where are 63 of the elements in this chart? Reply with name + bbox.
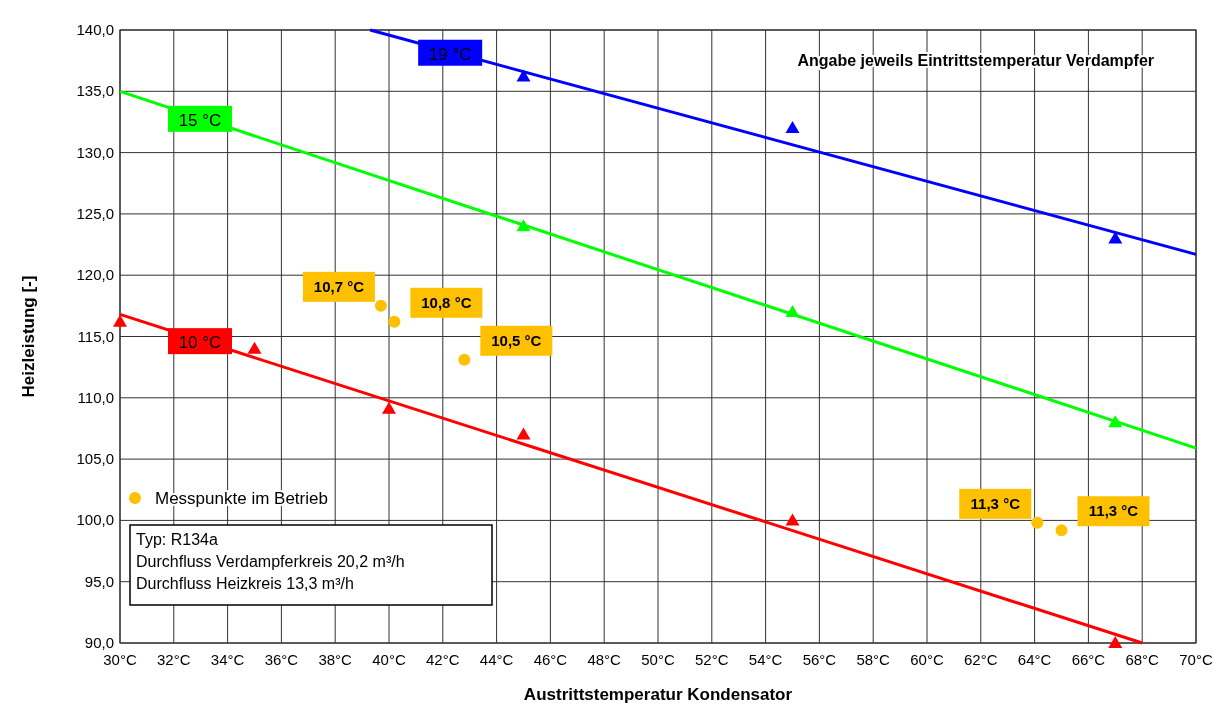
- text-box: Typ: R134a Durchfluss Verdampferkreis 20,2 m³/h Durchfluss Heizkreis 13,3 m³/h: [129, 524, 493, 606]
- y-tick-label: 120,0: [76, 266, 114, 284]
- annotation: 10,5 °C: [491, 331, 542, 349]
- x-tick-label: 66°C: [1071, 651, 1106, 668]
- y-axis-title: Heizleistung [-]: [19, 275, 38, 398]
- y-tick-label: 125,0: [76, 204, 114, 222]
- point: [1108, 231, 1123, 244]
- y-tick-label: 135,0: [76, 82, 114, 100]
- x-tick-label: 52°C: [695, 651, 729, 668]
- series-label: 10 °C: [178, 333, 222, 353]
- x-tick-label: 30°C: [103, 651, 137, 668]
- point: [785, 304, 800, 317]
- x-tick-label: 54°C: [748, 651, 783, 668]
- point: [113, 314, 127, 327]
- x-tick-label: 60°C: [910, 651, 944, 668]
- annotation: 10,8 °C: [421, 293, 472, 311]
- point: [458, 353, 471, 366]
- point: [516, 69, 531, 82]
- series-label: 19 °C: [428, 44, 472, 64]
- x-axis-title: Austrittstemperatur Kondensator: [523, 685, 793, 704]
- x-tick-label: 58°C: [856, 651, 891, 668]
- x-tick-label: 42°C: [426, 651, 460, 668]
- point: [516, 427, 531, 440]
- y-tick-label: 100,0: [76, 511, 114, 529]
- annotation: Durchfluss Heizkreis 13,3 m³/h: [136, 575, 354, 592]
- x-tick-label: 70°C: [1179, 651, 1213, 668]
- y-tick-label: 95,0: [84, 572, 114, 590]
- point: [388, 315, 401, 328]
- x-tick-label: 50°C: [641, 651, 675, 668]
- x-tick-label: 34°C: [210, 651, 245, 668]
- x-tick-label: 64°C: [1017, 651, 1052, 668]
- x-tick-label: 48°C: [587, 651, 622, 668]
- y-tick-label: 110,0: [77, 388, 114, 406]
- point: [785, 121, 800, 134]
- y-tick-label: 90,0: [84, 634, 114, 651]
- y-tick-label: 105,0: [76, 450, 114, 468]
- point: [1055, 524, 1068, 537]
- annotation: 11,3 °C: [970, 494, 1021, 512]
- point: [382, 401, 396, 414]
- point: [374, 299, 387, 312]
- x-tick-label: 40°C: [372, 651, 406, 668]
- point: [516, 219, 531, 232]
- point: [1108, 636, 1123, 648]
- x-tick-label: 68°C: [1125, 651, 1160, 668]
- annotation: 11,3 °C: [1088, 502, 1139, 520]
- x-tick-label: 62°C: [964, 651, 998, 668]
- point: [1108, 415, 1123, 428]
- annotation: Typ: R134a: [136, 531, 218, 548]
- x-tick-label: 36°C: [264, 651, 299, 668]
- point: [785, 513, 800, 526]
- y-tick-label: 140,0: [76, 21, 114, 38]
- x-tick-label: 46°C: [533, 651, 568, 668]
- x-tick-label: 56°C: [802, 651, 837, 668]
- point: [1031, 516, 1044, 529]
- annotation: Durchfluss Verdampferkreis 20,2 m³/h: [136, 553, 405, 570]
- annotation: 10,7 °C: [313, 277, 365, 295]
- y-tick-label: 115,0: [77, 327, 114, 345]
- x-tick-label: 44°C: [479, 651, 514, 668]
- x-tick-label: 32°C: [157, 651, 191, 668]
- point: [247, 341, 262, 354]
- y-tick-label: 130,0: [76, 143, 114, 161]
- x-tick-label: 38°C: [318, 651, 353, 668]
- series-label: 15 °C: [178, 110, 222, 130]
